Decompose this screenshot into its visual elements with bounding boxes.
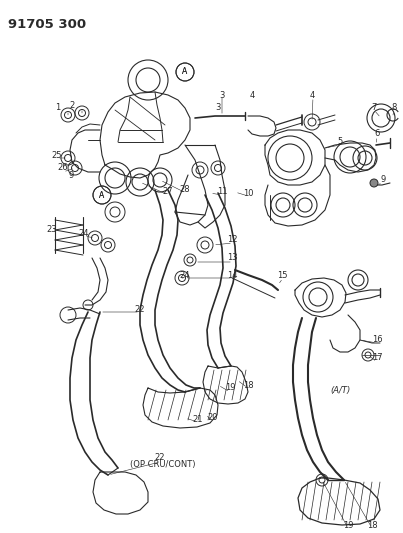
Text: 14: 14: [227, 271, 237, 279]
Text: 11: 11: [217, 188, 227, 197]
Text: 18: 18: [367, 521, 377, 529]
Text: A: A: [100, 190, 105, 199]
Text: 27: 27: [163, 188, 173, 197]
Text: 91705 300: 91705 300: [8, 18, 86, 31]
Text: 13: 13: [226, 254, 237, 262]
Text: 4: 4: [310, 91, 315, 100]
Text: 25: 25: [52, 150, 62, 159]
Text: 16: 16: [372, 335, 382, 344]
Text: 4: 4: [249, 92, 255, 101]
Text: 24: 24: [180, 271, 190, 279]
Text: 3: 3: [215, 103, 221, 112]
Text: 6: 6: [374, 128, 380, 138]
Text: 8: 8: [391, 102, 397, 111]
Text: 22: 22: [135, 305, 145, 314]
Text: A: A: [100, 190, 105, 199]
Text: 5: 5: [337, 138, 343, 147]
Text: 19: 19: [225, 384, 235, 392]
Text: (A/T): (A/T): [330, 385, 350, 394]
Text: 2: 2: [69, 101, 75, 109]
Text: 24: 24: [79, 229, 89, 238]
Text: 17: 17: [372, 353, 382, 362]
Text: 20: 20: [208, 414, 218, 423]
Text: 23: 23: [47, 225, 57, 235]
Circle shape: [370, 179, 378, 187]
Text: 26: 26: [58, 164, 69, 173]
Text: 12: 12: [227, 236, 237, 245]
Text: 15: 15: [277, 271, 287, 279]
Text: 22: 22: [155, 454, 165, 463]
Text: 21: 21: [193, 416, 203, 424]
Text: 1: 1: [55, 102, 60, 111]
Text: 3: 3: [219, 92, 225, 101]
Text: (OP CRU/CONT): (OP CRU/CONT): [130, 461, 196, 470]
Text: 9: 9: [380, 175, 386, 184]
Text: 10: 10: [243, 189, 253, 198]
Text: 9: 9: [69, 171, 74, 180]
Text: 18: 18: [243, 381, 253, 390]
Text: A: A: [183, 68, 188, 77]
Text: A: A: [183, 68, 188, 77]
Text: 28: 28: [180, 185, 190, 195]
Text: 19: 19: [343, 521, 353, 529]
Text: 7: 7: [371, 102, 377, 111]
